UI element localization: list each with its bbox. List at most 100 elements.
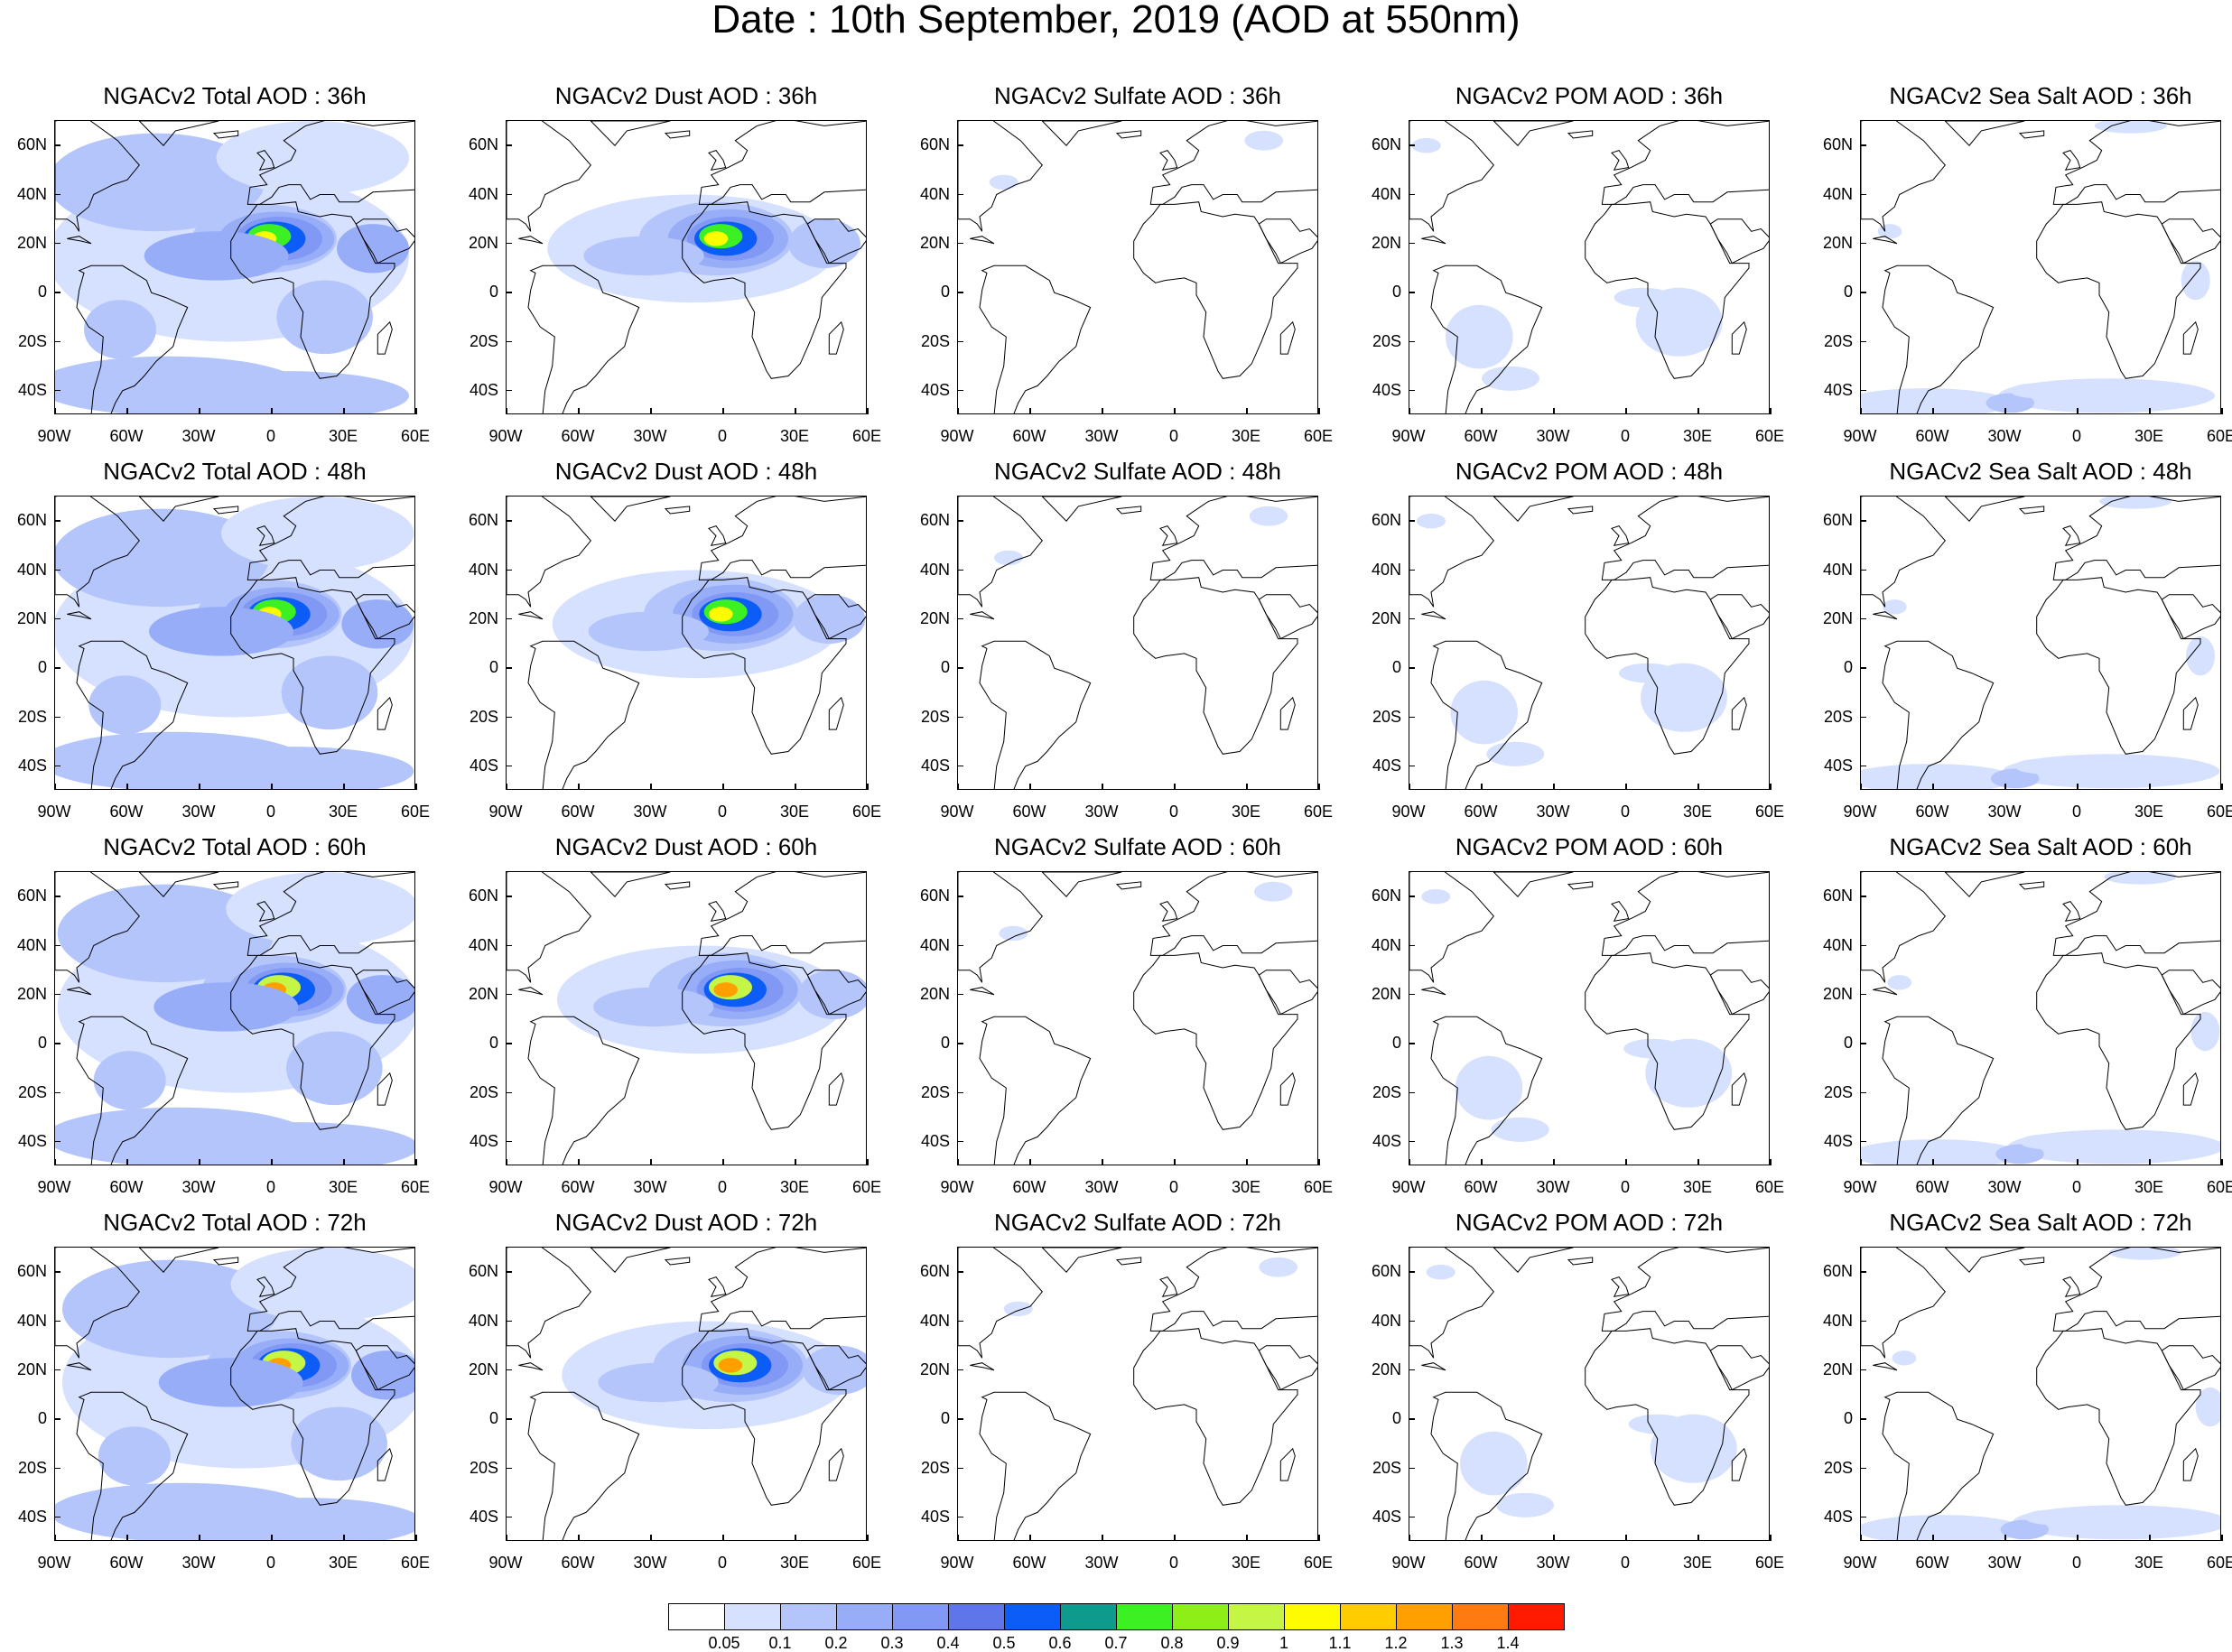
- lat-tick-label: 20S: [469, 1458, 498, 1477]
- coastline-cuba: [1421, 987, 1446, 996]
- lat-tick-label: 20S: [17, 707, 47, 726]
- lon-tick-label: 0: [1168, 1554, 1178, 1572]
- lat-tick-label: 40N: [1371, 560, 1401, 579]
- coastline-europe: [246, 497, 414, 580]
- lat-tick-label: 0: [1843, 1034, 1853, 1053]
- map-svg: [507, 1248, 866, 1540]
- panel-title: NGACv2 Sulfate AOD : 36h: [994, 82, 1281, 109]
- lon-tick: [2149, 784, 2151, 790]
- colorbar-tick-label: 0.3: [880, 1634, 904, 1652]
- lon-tick: [2077, 1535, 2079, 1541]
- lat-tick-label: 60N: [1822, 135, 1853, 154]
- coastline-iceland: [1567, 1257, 1594, 1266]
- panel-title: NGACv2 Sea Salt AOD : 36h: [1889, 82, 2192, 109]
- coastline-namerica: [1409, 121, 1494, 232]
- aod-field-sulfate: [994, 550, 1023, 566]
- lon-tick: [1029, 1159, 1031, 1165]
- map-panel-dust-36h: NGACv2 Dust AOD : 36h 60N 40N 20N 0 20S 40S 90W…: [451, 82, 903, 481]
- lat-tick-label: 0: [37, 658, 47, 677]
- coastline-samerica: [1430, 1016, 1543, 1165]
- lat-tick-label: 60N: [1822, 511, 1853, 530]
- lon-tick-label: 60W: [1012, 1178, 1046, 1196]
- lat-tick: [957, 993, 963, 996]
- lon-tick: [1553, 408, 1555, 414]
- colorbar-tick-label: 1.1: [1328, 1634, 1352, 1652]
- lat-tick: [54, 667, 60, 669]
- lat-tick: [506, 1369, 512, 1371]
- map-panel-sulfate-36h: NGACv2 Sulfate AOD : 36h 60N 40N 20N 0 20S 40S…: [903, 82, 1354, 481]
- aod-field-total: [221, 497, 414, 571]
- coastline-arabia: [2161, 594, 2220, 640]
- map-frame: [1860, 120, 2221, 414]
- lon-tick: [2004, 1535, 2006, 1541]
- lat-tick-label: 40S: [920, 1131, 950, 1150]
- colorbar-tick-label: 0.2: [824, 1634, 848, 1652]
- lat-tick: [957, 1516, 963, 1518]
- coastline-namerica: [1861, 121, 1946, 232]
- aod-field-dust: [593, 987, 714, 1027]
- lon-tick: [1481, 784, 1483, 790]
- lon-tick: [1102, 1159, 1103, 1165]
- lat-tick: [506, 340, 512, 342]
- map-svg: [55, 497, 414, 789]
- aod-field-seasalt: [1861, 1515, 2025, 1540]
- map-panel-pom-72h: NGACv2 POM AOD : 72h 60N 40N 20N 0 20S 40S 90W 6…: [1354, 1209, 1806, 1608]
- lon-tick: [415, 1535, 417, 1541]
- coastline-iceland: [664, 881, 691, 890]
- lon-tick: [1697, 1535, 1699, 1541]
- panel-title: NGACv2 Total AOD : 36h: [103, 82, 367, 109]
- lon-tick: [1246, 784, 1248, 790]
- coastline-madagascar: [828, 1072, 844, 1106]
- coastline-samerica: [1882, 265, 1995, 413]
- lon-tick: [199, 1159, 200, 1165]
- coastline-uk: [708, 1276, 727, 1297]
- lon-tick-label: 30W: [181, 427, 216, 445]
- lon-tick-label: 60W: [109, 427, 144, 445]
- colorbar-tick-label: 0.05: [708, 1634, 740, 1652]
- lon-tick-label: 90W: [488, 1554, 523, 1572]
- aod-field-total: [291, 1406, 388, 1481]
- coastline-europe: [1601, 121, 1769, 205]
- lon-tick-label: 60E: [851, 1178, 882, 1196]
- colorbar-swatch: [1060, 1603, 1117, 1630]
- aod-field-dust: [713, 982, 738, 998]
- coastline-cuba: [518, 611, 544, 620]
- lon-tick-label: 60W: [1915, 1554, 1949, 1572]
- coastline-arabia: [806, 218, 866, 265]
- lat-tick: [1409, 569, 1415, 571]
- lon-tick: [867, 1535, 869, 1541]
- coastline-europe: [1149, 497, 1317, 580]
- coastline-iceland: [1115, 130, 1142, 139]
- lon-tick: [199, 408, 200, 414]
- lat-tick-label: 20S: [1372, 331, 1401, 350]
- aod-field-total: [62, 1259, 279, 1359]
- lat-tick-label: 20S: [17, 1082, 47, 1101]
- lat-tick-label: 0: [1391, 658, 1401, 677]
- lat-tick-label: 20S: [920, 707, 950, 726]
- lat-tick: [957, 1091, 963, 1093]
- lat-tick-label: 20S: [920, 1082, 950, 1101]
- coastline-uk: [1159, 525, 1178, 546]
- coastline-greenland: [138, 497, 219, 522]
- lon-tick: [343, 784, 345, 790]
- lat-tick: [1409, 1516, 1415, 1518]
- lon-tick-label: 60E: [1303, 1554, 1334, 1572]
- coastline-samerica: [1430, 1391, 1543, 1540]
- lat-tick-label: 60N: [919, 886, 950, 905]
- map-frame: [506, 871, 867, 1165]
- lon-tick: [1553, 1535, 1555, 1541]
- colorbar-tick-label: 0.6: [1048, 1634, 1072, 1652]
- lon-tick-label: 60W: [1012, 803, 1046, 821]
- lat-tick-label: 40N: [1822, 935, 1853, 954]
- lat-tick-label: 40N: [1822, 184, 1853, 203]
- lon-tick: [578, 1535, 580, 1541]
- lon-tick-label: 60E: [2206, 427, 2232, 445]
- lon-tick-label: 60W: [1012, 1554, 1046, 1572]
- lat-tick-label: 20S: [469, 1082, 498, 1101]
- coastline-iceland: [212, 506, 239, 515]
- coastline-cuba: [67, 236, 92, 245]
- lat-tick-label: 40S: [920, 1507, 950, 1526]
- map-frame: [54, 120, 415, 414]
- lon-tick: [2077, 784, 2079, 790]
- coastline-madagascar: [1731, 320, 1747, 355]
